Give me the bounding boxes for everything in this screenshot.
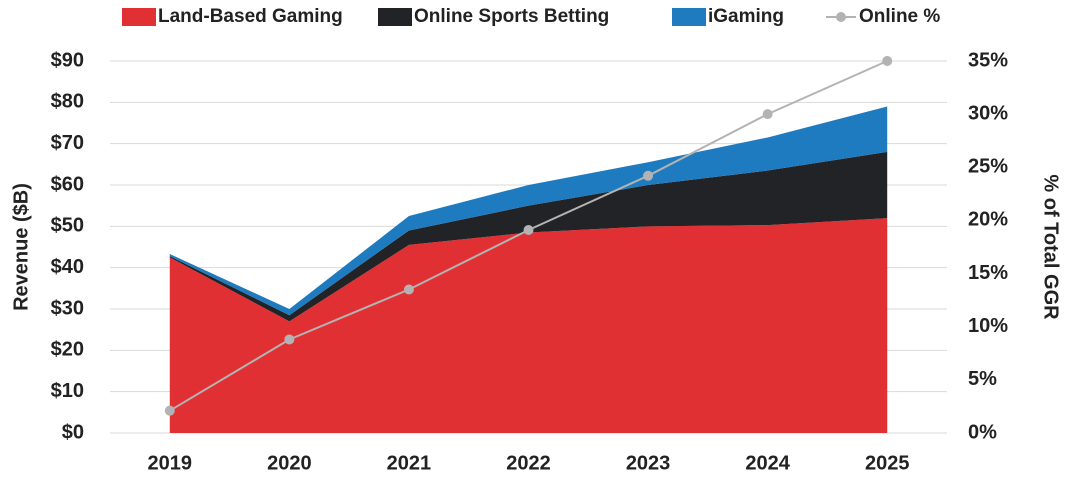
y2-tick-label: 15% — [968, 262, 1008, 284]
legend-swatch — [672, 8, 706, 26]
y-tick-label: $90 — [51, 49, 84, 71]
line-point — [403, 284, 414, 295]
y-axis-label: Revenue ($B) — [10, 183, 32, 311]
legend-label: Land-Based Gaming — [158, 6, 343, 27]
x-tick-label: 2024 — [745, 452, 790, 474]
x-tick-label: 2020 — [267, 452, 312, 474]
area — [169, 151, 888, 322]
x-tick-label: 2025 — [865, 452, 910, 474]
x-tick-label: 2023 — [626, 452, 671, 474]
legend-swatch — [378, 8, 412, 26]
line-point — [284, 334, 295, 345]
y2-tick-label: 20% — [968, 209, 1008, 231]
line-point — [164, 405, 175, 416]
area — [169, 106, 888, 316]
y2-tick-label: 10% — [968, 315, 1008, 337]
area — [169, 218, 888, 433]
line-point — [643, 170, 654, 181]
y-tick-label: $70 — [51, 132, 84, 154]
y-tick-label: $80 — [51, 91, 84, 113]
x-tick-label: 2022 — [506, 452, 551, 474]
y-tick-label: $50 — [51, 215, 84, 237]
y-tick-label: $30 — [51, 297, 84, 319]
line-point — [762, 109, 773, 120]
legend-swatch — [122, 8, 156, 26]
y2-tick-label: 30% — [968, 102, 1008, 124]
y2-tick-label: 0% — [968, 421, 997, 443]
x-tick-label: 2021 — [387, 452, 432, 474]
y2-axis-label: % of Total GGR — [1040, 174, 1062, 320]
y-tick-label: $60 — [51, 173, 84, 195]
x-tick-label: 2019 — [148, 452, 193, 474]
legend-label: Online Sports Betting — [414, 6, 609, 27]
y-tick-label: $20 — [51, 339, 84, 361]
y-tick-label: $40 — [51, 256, 84, 278]
line-point — [523, 224, 534, 235]
legend-marker — [836, 12, 846, 22]
legend-label: iGaming — [708, 6, 784, 27]
y2-tick-label: 35% — [968, 49, 1008, 71]
y2-tick-label: 25% — [968, 156, 1008, 178]
y-tick-label: $0 — [62, 421, 84, 443]
y2-tick-label: 5% — [968, 368, 997, 390]
y-tick-label: $10 — [51, 380, 84, 402]
line-point — [882, 56, 893, 66]
legend-label: Online % — [859, 6, 940, 27]
